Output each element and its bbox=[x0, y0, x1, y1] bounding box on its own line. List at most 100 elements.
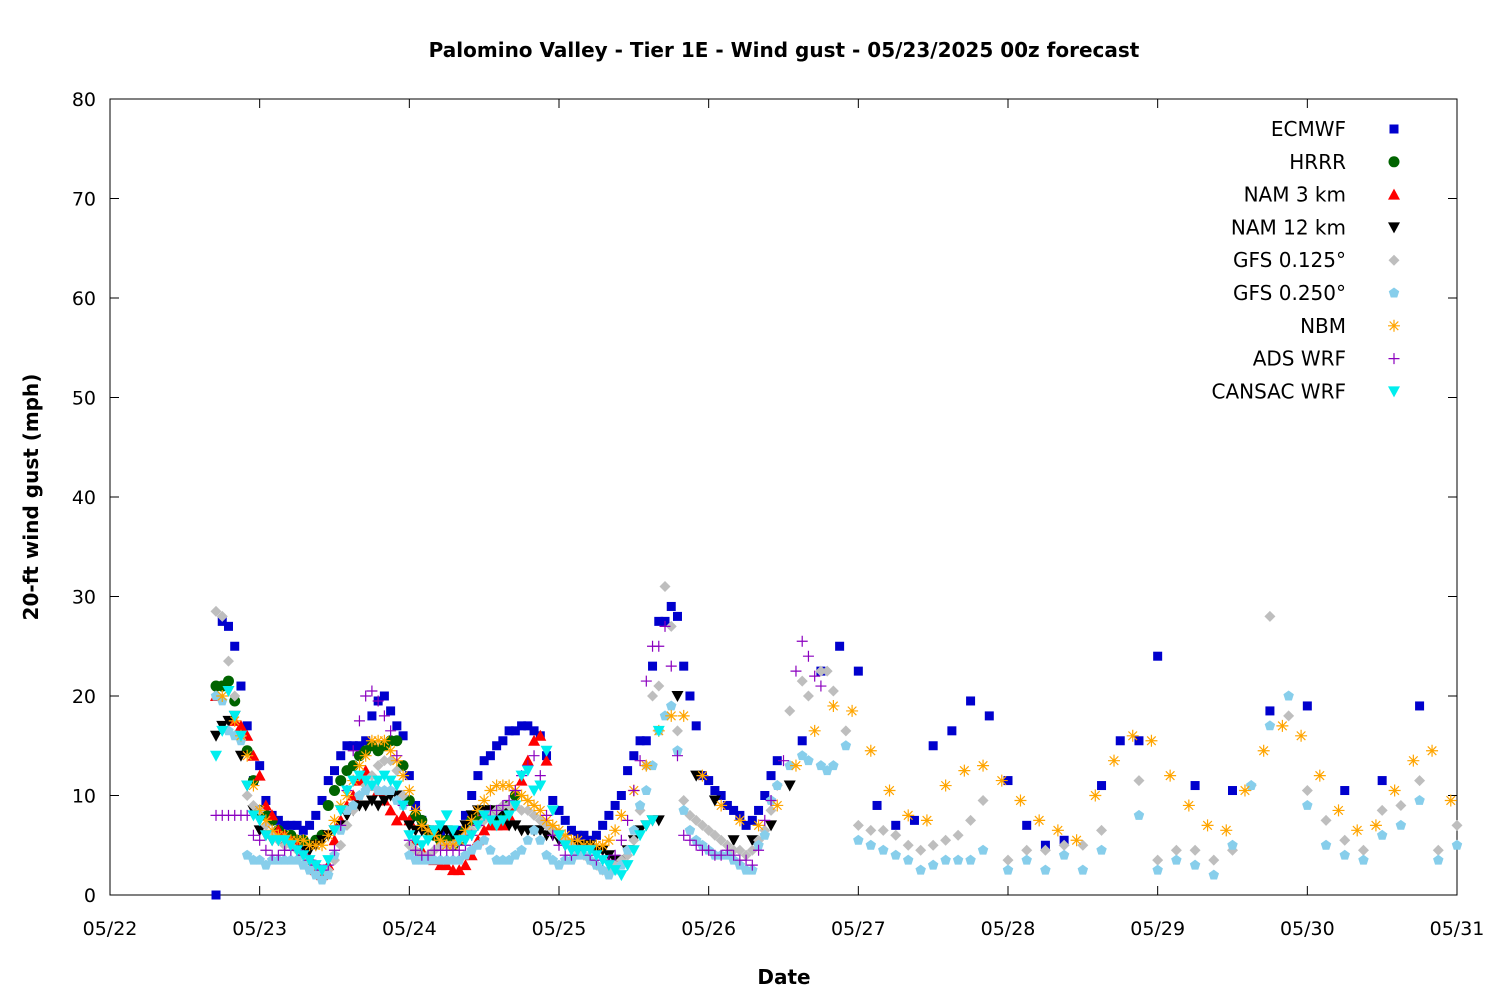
series-gfs-0-250 bbox=[210, 690, 1463, 885]
data-point bbox=[241, 749, 254, 762]
data-point bbox=[721, 844, 733, 856]
data-point bbox=[378, 770, 391, 782]
data-point bbox=[553, 830, 565, 842]
data-point bbox=[404, 849, 415, 860]
data-point bbox=[729, 805, 739, 815]
data-point bbox=[1451, 839, 1463, 850]
data-point bbox=[733, 814, 746, 827]
data-point bbox=[802, 650, 814, 662]
data-point bbox=[534, 804, 547, 817]
legend-marker bbox=[1388, 254, 1400, 266]
data-point bbox=[422, 849, 434, 861]
data-point bbox=[459, 835, 472, 847]
data-point bbox=[1433, 854, 1444, 865]
data-point bbox=[490, 820, 503, 832]
data-point bbox=[422, 835, 435, 847]
data-point bbox=[528, 799, 541, 812]
data-point bbox=[753, 844, 765, 856]
legend-marker bbox=[1388, 188, 1400, 200]
data-point bbox=[272, 849, 284, 861]
x-tick-label: 05/22 bbox=[83, 918, 138, 940]
data-point bbox=[958, 764, 971, 777]
x-tick-label: 05/29 bbox=[1130, 918, 1185, 940]
data-point bbox=[947, 726, 957, 736]
data-point bbox=[304, 864, 315, 875]
data-point bbox=[379, 691, 389, 701]
data-point bbox=[415, 840, 428, 852]
data-point bbox=[609, 824, 622, 837]
data-point bbox=[528, 750, 540, 762]
data-point bbox=[977, 759, 990, 772]
data-point bbox=[471, 820, 484, 832]
data-point bbox=[260, 844, 272, 856]
data-point bbox=[878, 844, 889, 855]
data-point bbox=[234, 730, 247, 742]
data-point bbox=[322, 855, 335, 867]
data-point bbox=[852, 819, 864, 831]
data-point bbox=[298, 859, 309, 870]
data-point bbox=[641, 785, 652, 795]
data-point bbox=[378, 755, 390, 767]
data-point bbox=[529, 726, 539, 736]
data-point bbox=[378, 795, 391, 807]
data-point bbox=[653, 680, 665, 692]
data-point bbox=[485, 844, 496, 855]
data-point bbox=[772, 780, 783, 790]
data-point bbox=[397, 809, 410, 821]
data-point bbox=[484, 784, 497, 797]
data-point bbox=[329, 785, 340, 797]
data-point bbox=[678, 804, 689, 815]
data-point bbox=[322, 799, 334, 811]
data-point bbox=[615, 834, 627, 846]
data-point bbox=[803, 755, 814, 766]
data-point bbox=[1108, 754, 1121, 767]
data-point bbox=[297, 834, 310, 847]
data-point bbox=[378, 734, 391, 747]
y-tick-label: 80 bbox=[72, 89, 96, 111]
data-point bbox=[317, 795, 327, 805]
data-point bbox=[865, 839, 877, 850]
data-point bbox=[672, 745, 683, 756]
data-point bbox=[503, 779, 516, 792]
data-point bbox=[715, 799, 728, 812]
data-point bbox=[927, 859, 939, 870]
y-tick-label: 70 bbox=[72, 189, 96, 211]
data-point bbox=[1388, 784, 1401, 797]
data-point bbox=[604, 810, 614, 820]
data-point bbox=[796, 635, 808, 647]
data-point bbox=[397, 800, 410, 812]
data-point bbox=[1432, 844, 1444, 856]
data-point bbox=[403, 784, 416, 797]
data-point bbox=[778, 755, 789, 767]
data-point bbox=[915, 844, 927, 856]
data-point bbox=[1351, 824, 1364, 837]
data-point bbox=[367, 711, 377, 721]
data-point bbox=[1340, 786, 1350, 796]
data-point bbox=[602, 860, 615, 872]
data-point bbox=[316, 865, 329, 877]
data-point bbox=[342, 741, 352, 751]
data-point bbox=[927, 839, 939, 851]
data-point bbox=[789, 759, 802, 772]
data-point bbox=[754, 805, 764, 815]
data-point bbox=[635, 736, 645, 746]
data-point bbox=[809, 670, 821, 682]
data-point bbox=[1265, 706, 1275, 716]
data-point bbox=[1171, 854, 1182, 865]
data-point bbox=[752, 819, 765, 832]
data-point bbox=[459, 859, 472, 871]
data-point bbox=[665, 660, 677, 672]
data-point bbox=[210, 605, 222, 617]
data-point bbox=[715, 849, 727, 861]
data-point bbox=[679, 661, 689, 671]
data-point bbox=[571, 834, 584, 847]
data-point bbox=[1077, 864, 1089, 875]
x-tick-label: 05/23 bbox=[232, 918, 287, 940]
data-point bbox=[727, 835, 740, 847]
data-point bbox=[815, 665, 827, 677]
data-point bbox=[540, 754, 553, 766]
data-point bbox=[872, 800, 882, 810]
data-point bbox=[1002, 854, 1014, 866]
